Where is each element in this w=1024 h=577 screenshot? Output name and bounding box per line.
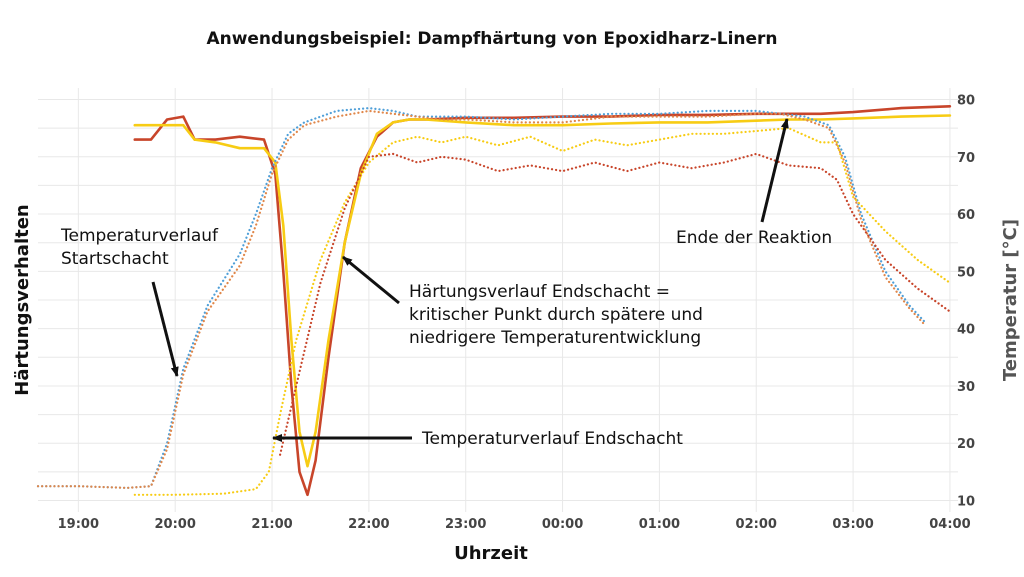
plot-area — [36, 105, 952, 497]
series-line-2 — [36, 106, 927, 489]
annotation-curing-line-3: niedrigere Temperaturentwicklung — [409, 328, 701, 348]
y-tick-label: 70 — [957, 151, 975, 166]
annotation-curing-line-2: kritischer Punkt durch spätere und — [409, 305, 703, 325]
x-axis-title: Uhrzeit — [454, 543, 528, 564]
x-tick-label: 02:00 — [736, 517, 777, 532]
y-tick-label: 40 — [957, 323, 975, 338]
series-line-0 — [133, 105, 952, 497]
y-axis-left-title: Härtungsverhalten — [12, 204, 33, 396]
y-tick-label: 30 — [957, 380, 975, 395]
series-line-4 — [133, 127, 952, 496]
annotation-curing-end-shaft: Härtungsverlauf Endschacht = kritischer … — [342, 255, 703, 348]
x-tick-label: 23:00 — [445, 517, 486, 532]
x-axis-ticks: 19:00 20:00 21:00 22:00 23:00 00:00 01:00 02:00… — [58, 517, 971, 532]
y-tick-label: 60 — [957, 208, 975, 223]
annotation-curing-line-1: Härtungsverlauf Endschacht = — [409, 282, 670, 302]
x-tick-label: 04:00 — [929, 517, 970, 532]
x-tick-label: 00:00 — [542, 517, 583, 532]
annotation-start-shaft-arrow — [151, 281, 179, 377]
y-tick-label: 20 — [957, 437, 975, 452]
annotation-temp-end-shaft-label: Temperaturverlauf Endschacht — [421, 429, 683, 449]
x-tick-label: 03:00 — [832, 517, 873, 532]
annotation-start-shaft-line-2: Startschacht — [61, 249, 169, 269]
series-line-1 — [133, 114, 952, 468]
x-tick-label: 01:00 — [639, 517, 680, 532]
series-line-3 — [36, 109, 927, 489]
x-tick-label: 22:00 — [348, 517, 389, 532]
annotation-start-shaft: Temperaturverlauf Startschacht — [60, 226, 219, 377]
annotation-end-of-reaction: Ende der Reaktion — [676, 118, 832, 248]
y-axis-right-title: Temperatur [°C] — [1000, 219, 1021, 381]
gridlines — [38, 88, 958, 512]
y-tick-label: 80 — [957, 93, 975, 108]
annotation-end-of-reaction-label: Ende der Reaktion — [676, 228, 832, 248]
y-tick-label: 10 — [957, 495, 975, 510]
series-line-5 — [279, 152, 952, 456]
chart-title: Anwendungsbeispiel: Dampfhärtung von Epo… — [206, 29, 777, 49]
annotation-temp-end-shaft: Temperaturverlauf Endschacht — [272, 429, 683, 449]
x-tick-label: 20:00 — [154, 517, 195, 532]
x-tick-label: 21:00 — [251, 517, 292, 532]
y-axis-right-ticks: 10 20 30 40 50 60 70 80 — [957, 93, 975, 509]
annotation-end-of-reaction-arrow — [760, 118, 789, 223]
y-tick-label: 50 — [957, 265, 975, 280]
annotation-curing-arrow — [342, 255, 400, 305]
x-tick-label: 19:00 — [58, 517, 99, 532]
annotation-start-shaft-line-1: Temperaturverlauf — [60, 226, 219, 246]
